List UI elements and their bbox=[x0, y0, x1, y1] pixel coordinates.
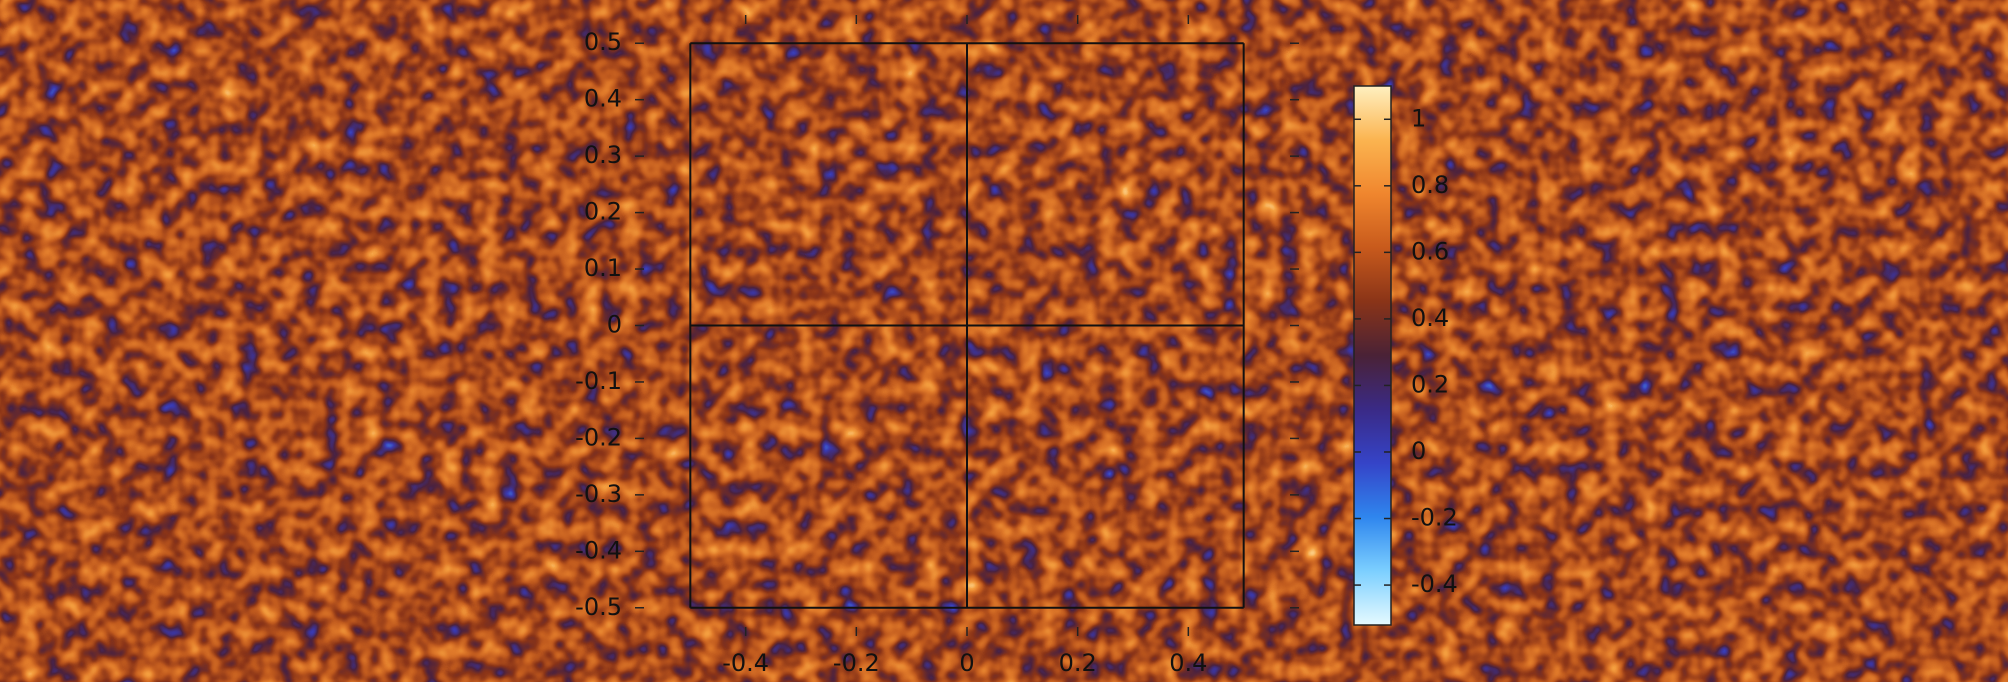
y-tick-label: -0.3 bbox=[575, 480, 622, 508]
y-unit: m bbox=[536, 1, 559, 29]
colorbar-tick-label: 0.4 bbox=[1411, 304, 1449, 332]
y-tick-label: 0.5 bbox=[584, 28, 622, 56]
x-tick-label: 0 bbox=[959, 649, 974, 677]
x-tick-label: 0.4 bbox=[1169, 649, 1207, 677]
y-tick-label: 0.3 bbox=[584, 141, 622, 169]
x-unit: m bbox=[1284, 649, 1307, 677]
colorbar-tick-label: 0.2 bbox=[1411, 370, 1449, 398]
y-tick-label: 0.2 bbox=[584, 198, 622, 226]
x-tick-label: -0.2 bbox=[833, 649, 880, 677]
y-tick-label: 0.1 bbox=[584, 254, 622, 282]
colorbar-title: Temp. (°C) bbox=[1329, 39, 1470, 67]
y-tick-label: -0.1 bbox=[575, 367, 622, 395]
y-tick-label: 0 bbox=[607, 311, 622, 339]
colorbar-tick-label: 0.6 bbox=[1411, 237, 1449, 265]
colorbar bbox=[1353, 85, 1392, 626]
colorbar-tick-label: 0.8 bbox=[1411, 171, 1449, 199]
colorbar-tick-label: -0.2 bbox=[1411, 504, 1458, 532]
y-tick-label: -0.4 bbox=[575, 536, 622, 564]
colorbar-tick-label: -0.4 bbox=[1411, 570, 1458, 598]
y-tick-label: -0.5 bbox=[575, 593, 622, 621]
colorbar-tick-label: 0 bbox=[1411, 437, 1426, 465]
y-tick-label: -0.2 bbox=[575, 423, 622, 451]
x-tick-label: -0.4 bbox=[722, 649, 769, 677]
y-tick-label: 0.4 bbox=[584, 85, 622, 113]
x-tick-label: 0.2 bbox=[1059, 649, 1097, 677]
colorbar-tick-label: 1 bbox=[1411, 104, 1426, 132]
